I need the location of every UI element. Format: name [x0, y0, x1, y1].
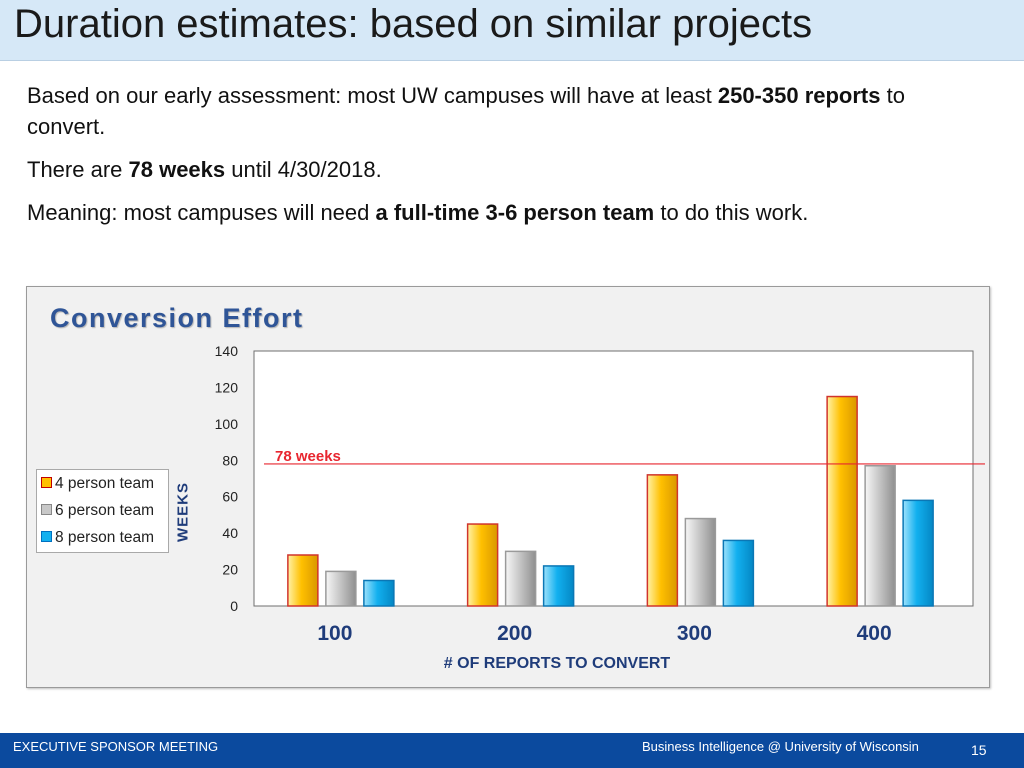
- bar-4-person-team-400: [826, 395, 858, 607]
- weeks-bold: 78 weeks: [128, 157, 226, 182]
- reference-line-label: 78 weeks: [275, 448, 341, 465]
- meaning-paragraph: Meaning: most campuses will need a full-…: [27, 197, 987, 228]
- bar-4-person-team-200: [466, 523, 499, 607]
- weeks-text: There are: [27, 157, 129, 182]
- footer-meeting-label: EXECUTIVE SPONSOR MEETING: [13, 739, 219, 754]
- y-tick-label: 120: [215, 379, 239, 395]
- chart-legend: 4 person team 6 person team 8 person tea…: [36, 469, 169, 553]
- legend-swatch-6-person: [41, 504, 52, 515]
- chart-plot: 0 20 40 60 80 100 120 140 100 200 300 400 78 weeks: [215, 343, 985, 645]
- assessment-text: Based on our early assessment: most UW c…: [27, 83, 718, 108]
- x-tick-label: 100: [317, 622, 352, 645]
- bar-6-person-team-200: [504, 550, 537, 607]
- x-axis-label: # OF REPORTS TO CONVERT: [443, 655, 671, 672]
- footer-bar: EXECUTIVE SPONSOR MEETING Business Intel…: [0, 733, 1024, 768]
- slide-title: Duration estimates: based on similar pro…: [14, 2, 813, 46]
- page-number: 15: [971, 742, 987, 758]
- x-tick-label: 400: [857, 622, 892, 645]
- footer-organization: Business Intelligence @ University of Wi…: [642, 739, 919, 754]
- bar-6-person-team-300: [684, 517, 717, 607]
- title-bar: Duration estimates: based on similar pro…: [0, 0, 1024, 61]
- legend-label-8-person: 8 person team: [55, 529, 155, 546]
- bar-6-person-team-100: [325, 570, 357, 607]
- legend-item-8-person: 8 person team: [41, 529, 154, 547]
- bar-6-person-team-400: [864, 465, 896, 607]
- assessment-paragraph: Based on our early assessment: most UW c…: [27, 80, 987, 142]
- weeks-tail: until 4/30/2018.: [225, 157, 382, 182]
- bar-8-person-team-100: [363, 579, 395, 607]
- y-axis-label: WEEKS: [174, 481, 192, 543]
- assessment-bold: 250-350 reports: [717, 83, 881, 108]
- bar-8-person-team-300: [722, 539, 755, 607]
- legend-swatch-8-person: [41, 531, 52, 542]
- x-tick-label: 300: [677, 622, 712, 645]
- meaning-text: Meaning: most campuses will need: [27, 200, 376, 225]
- chart-title: Conversion Effort: [50, 303, 304, 333]
- meaning-tail: to do this work.: [654, 200, 809, 225]
- y-tick-label: 40: [222, 525, 238, 541]
- legend-label-6-person: 6 person team: [55, 502, 155, 519]
- weeks-paragraph: There are 78 weeks until 4/30/2018.: [27, 154, 987, 185]
- legend-swatch-4-person: [41, 477, 52, 488]
- legend-item-6-person: 6 person team: [41, 502, 154, 520]
- legend-item-4-person: 4 person team: [41, 475, 154, 493]
- body-text: Based on our early assessment: most UW c…: [27, 80, 987, 240]
- bar-4-person-team-100: [287, 554, 319, 607]
- y-tick-label: 140: [215, 343, 239, 359]
- x-tick-label: 200: [497, 622, 532, 645]
- assessment-tail: to convert.: [27, 83, 905, 139]
- y-tick-label: 80: [222, 452, 238, 468]
- bar-8-person-team-200: [542, 565, 575, 607]
- y-tick-label: 20: [222, 562, 238, 578]
- chart-panel: Conversion Effort 0 20 40 60 80 100 120 140 100 2…: [26, 286, 990, 688]
- legend-label-4-person: 4 person team: [55, 475, 155, 492]
- meaning-bold: a full-time 3-6 person team: [375, 200, 655, 225]
- y-tick-label: 100: [215, 416, 239, 432]
- bar-8-person-team-400: [902, 499, 934, 607]
- y-tick-label: 0: [230, 598, 238, 614]
- bar-4-person-team-300: [646, 474, 679, 607]
- y-tick-label: 60: [222, 489, 238, 505]
